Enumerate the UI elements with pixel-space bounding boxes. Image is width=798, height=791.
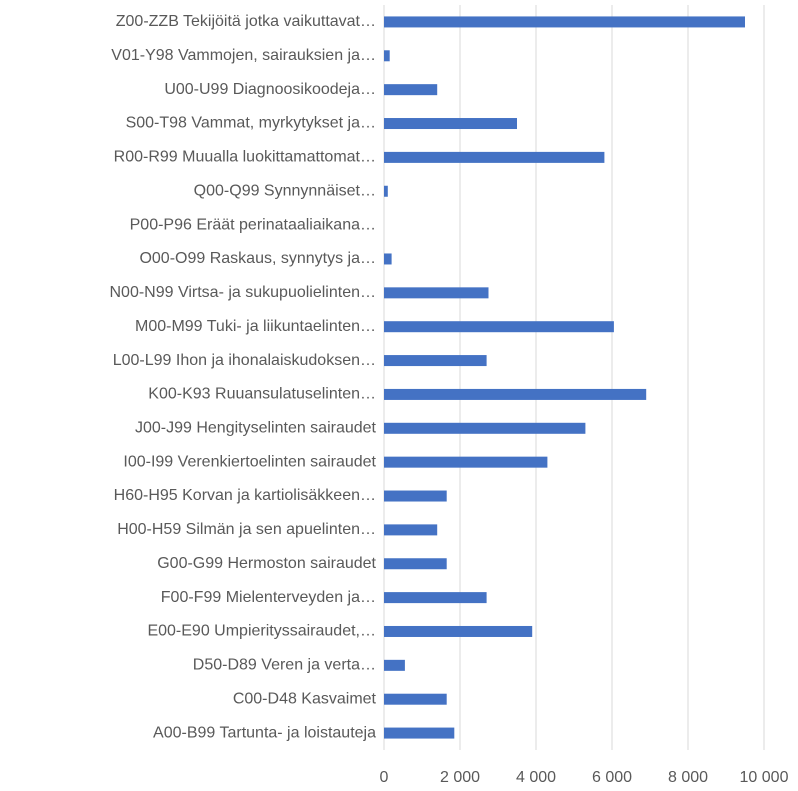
bar: [384, 693, 447, 705]
y-tick-label: G00-G99 Hermoston sairaudet: [157, 555, 376, 572]
x-tick-label: 4 000: [516, 769, 556, 786]
x-tick-label: 10 000: [740, 769, 789, 786]
y-tick-label: M00-M99 Tuki- ja liikuntaelinten…: [135, 318, 376, 335]
bar: [384, 50, 390, 62]
y-tick-label: Z00-ZZB Tekijöitä jotka vaikuttavat…: [116, 13, 376, 30]
y-tick-label: N00-N99 Virtsa- ja sukupuolielinten…: [109, 284, 376, 301]
y-tick-label: E00-E90 Umpierityssairaudet,…: [147, 623, 376, 640]
bar: [384, 84, 438, 96]
bar: [384, 490, 447, 502]
bar: [384, 118, 517, 130]
y-tick-label: C00-D48 Kasvaimet: [233, 690, 377, 707]
bar: [384, 524, 438, 536]
y-tick-label: Q00-Q99 Synnynnäiset…: [194, 182, 376, 199]
bar: [384, 558, 447, 570]
bar: [384, 321, 614, 333]
y-tick-label: O00-O99 Raskaus, synnytys ja…: [139, 250, 376, 267]
bar: [384, 388, 647, 400]
y-tick-label: D50-D89 Veren ja verta…: [193, 657, 376, 674]
y-tick-label: R00-R99 Muualla luokittamattomat…: [114, 149, 376, 166]
y-tick-label: F00-F99 Mielenterveyden ja…: [161, 589, 376, 606]
bar: [384, 592, 487, 604]
y-tick-label: H00-H59 Silmän ja sen apuelinten…: [117, 521, 376, 538]
x-tick-label: 2 000: [440, 769, 480, 786]
bar: [384, 456, 548, 468]
x-tick-label: 8 000: [668, 769, 708, 786]
bar: [384, 355, 487, 367]
y-tick-label: S00-T98 Vammat, myrkytykset ja…: [126, 115, 376, 132]
y-tick-label: A00-B99 Tartunta- ja loistauteja: [153, 724, 376, 741]
bar: [384, 16, 745, 28]
y-tick-label: L00-L99 Ihon ja ihonalaiskudoksen…: [113, 352, 376, 369]
bar: [384, 659, 405, 671]
y-tick-label: J00-J99 Hengityselinten sairaudet: [135, 420, 377, 437]
bar: [384, 422, 586, 434]
bar: [384, 625, 533, 637]
y-tick-label: H60-H95 Korvan ja kartiolisäkkeen…: [114, 487, 376, 504]
y-tick-label: K00-K93 Ruuansulatuselinten…: [148, 386, 376, 403]
x-tick-label: 6 000: [592, 769, 632, 786]
bar: [384, 253, 392, 265]
y-tick-label: P00-P96 Eräät perinataaliaikana…: [130, 216, 376, 233]
y-tick-label: U00-U99 Diagnoosikoodeja…: [164, 81, 376, 98]
x-tick-label: 0: [380, 769, 389, 786]
bar: [384, 287, 489, 299]
y-tick-label: I00-I99 Verenkiertoelinten sairaudet: [123, 453, 376, 470]
bar: [384, 727, 455, 739]
bar: [384, 185, 388, 197]
bar: [384, 151, 605, 163]
y-tick-label: V01-Y98 Vammojen, sairauksien ja…: [111, 47, 376, 64]
